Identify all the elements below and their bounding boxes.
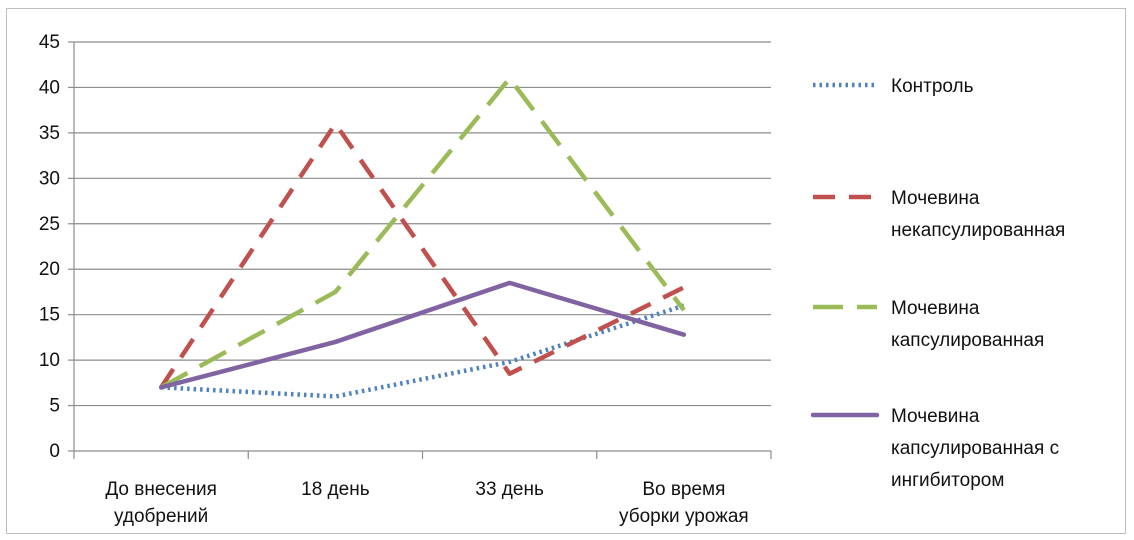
series-line-2 [160, 76, 686, 390]
y-tick-label-45: 45 [39, 32, 60, 53]
y-tick-label-25: 25 [39, 214, 60, 235]
y-tick-label-30: 30 [39, 168, 60, 189]
legend-label-0: Контроль [891, 76, 974, 97]
x-tick-label-3: Во время уборки урожая [619, 479, 749, 527]
y-tick-label-20: 20 [39, 259, 60, 280]
y-tick-label-10: 10 [39, 350, 60, 371]
y-tick-label-5: 5 [49, 396, 60, 417]
y-tick-label-40: 40 [39, 77, 60, 98]
series-line-3 [158, 280, 687, 390]
legend-label-1: Мочевина некапсулированная [891, 188, 1065, 241]
y-tick-label-35: 35 [39, 123, 60, 144]
line-chart: 0 5 10 15 20 25 30 35 40 45 До внесения удобрений 18… [39, 32, 1066, 527]
x-tick-label-2: 33 день [475, 479, 544, 500]
legend-label-2: Мочевина капсулированная [891, 298, 1044, 351]
x-tick-label-0: До внесения удобрений [105, 479, 217, 527]
legend-label-3: Мочевина капсулированная с ингибитором [891, 406, 1059, 491]
x-tick-label-1: 18 день [301, 479, 370, 500]
series-line-1 [159, 121, 685, 389]
y-tick-label-0: 0 [49, 441, 60, 462]
chart-frame: 0 5 10 15 20 25 30 35 40 45 До внесения удобрений 18… [6, 8, 1126, 534]
y-tick-label-15: 15 [39, 305, 60, 326]
series-line-0 [161, 303, 685, 399]
